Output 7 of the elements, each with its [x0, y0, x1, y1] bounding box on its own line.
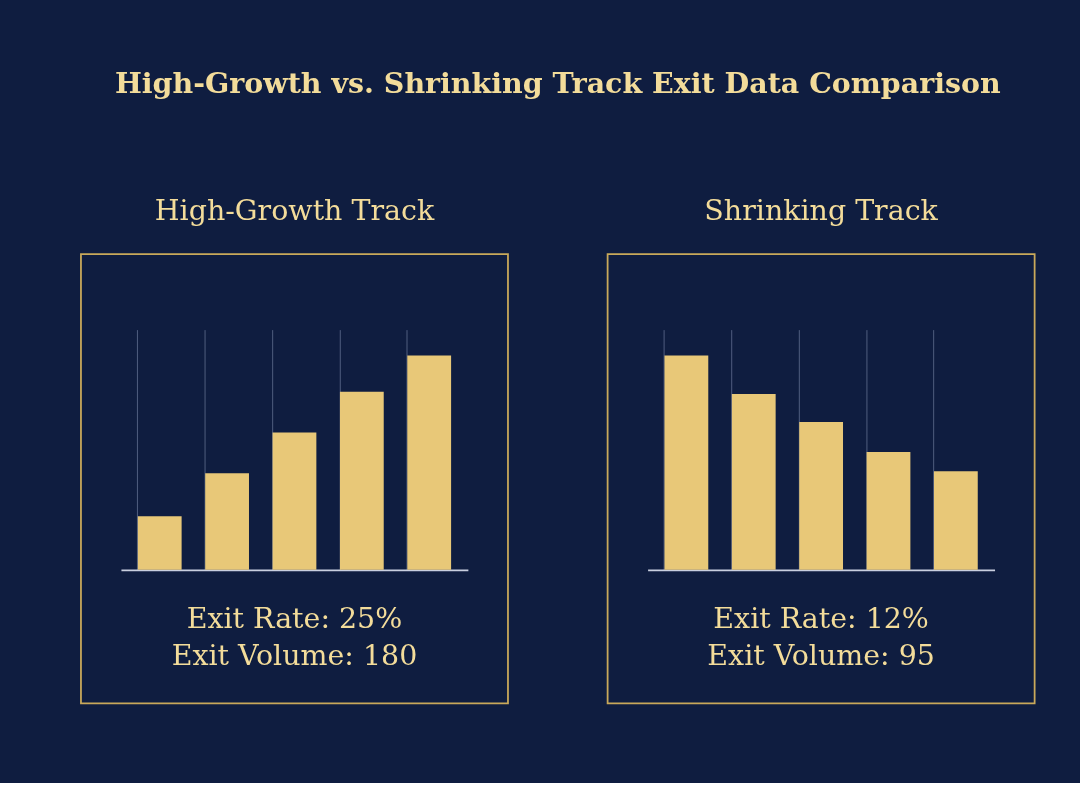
text: High-Growth vs. Shrinking Track Exit Data Comparison [114, 66, 1001, 101]
chart-subtitle: High-Growth Track [154, 194, 435, 228]
text: Exit Rate: 12% [713, 601, 929, 635]
text: Exit Volume: 180 [171, 639, 418, 673]
text: Exit Volume: 95 [707, 639, 935, 673]
text: Exit Rate: 25% [186, 601, 403, 635]
chart-subtitle: Shrinking Track [704, 194, 939, 228]
